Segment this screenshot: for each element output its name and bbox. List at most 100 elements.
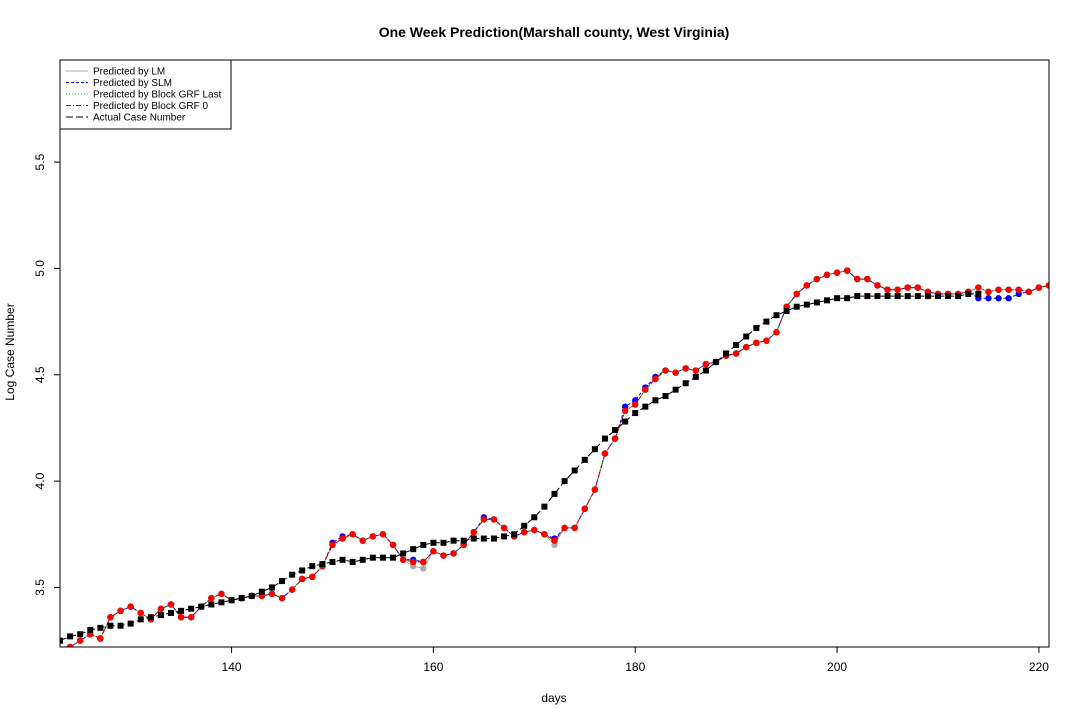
data-point bbox=[147, 614, 154, 621]
data-point bbox=[834, 295, 841, 302]
data-point bbox=[389, 541, 397, 549]
data-point bbox=[400, 550, 407, 557]
data-point bbox=[894, 286, 901, 293]
data-point bbox=[117, 622, 124, 629]
data-point bbox=[218, 590, 225, 598]
data-point bbox=[672, 369, 679, 376]
legend-label: Actual Case Number bbox=[93, 113, 186, 124]
data-point bbox=[1005, 286, 1012, 293]
data-point bbox=[995, 286, 1002, 293]
data-point bbox=[773, 329, 780, 336]
data-point bbox=[1005, 295, 1012, 302]
data-point bbox=[228, 597, 235, 604]
legend-label: Predicted by Block GRF 0 bbox=[93, 101, 208, 112]
data-point bbox=[844, 295, 851, 302]
y-tick-label: 5.0 bbox=[33, 260, 47, 277]
data-point bbox=[77, 631, 84, 638]
data-point bbox=[521, 522, 528, 529]
y-tick-label: 3.5 bbox=[33, 579, 47, 596]
data-point bbox=[430, 539, 437, 546]
data-point bbox=[672, 386, 679, 393]
data-point bbox=[833, 269, 841, 276]
data-point bbox=[682, 380, 689, 387]
data-point bbox=[763, 337, 770, 344]
data-point bbox=[732, 350, 740, 357]
data-point bbox=[541, 503, 548, 510]
data-point bbox=[995, 295, 1002, 302]
series-line-predicted-by-block-grf-0 bbox=[69, 270, 1049, 647]
data-point bbox=[117, 607, 124, 615]
data-point bbox=[440, 539, 447, 546]
data-point bbox=[803, 282, 810, 289]
data-point bbox=[490, 535, 497, 542]
data-point bbox=[854, 275, 861, 283]
data-point bbox=[309, 573, 316, 581]
data-point bbox=[884, 293, 891, 300]
series-layer bbox=[60, 267, 1049, 647]
series-line-predicted-by-slm bbox=[69, 270, 1049, 647]
data-point bbox=[511, 531, 518, 538]
data-point bbox=[420, 558, 427, 566]
data-point bbox=[329, 541, 336, 549]
data-point bbox=[854, 293, 861, 300]
data-point bbox=[349, 558, 356, 565]
data-point bbox=[864, 293, 871, 300]
data-point bbox=[793, 290, 800, 298]
data-point bbox=[955, 293, 962, 300]
data-point bbox=[793, 303, 800, 310]
data-point bbox=[975, 290, 982, 297]
data-point bbox=[632, 401, 639, 408]
data-point bbox=[177, 614, 185, 621]
data-point bbox=[985, 288, 992, 296]
data-point bbox=[97, 624, 104, 631]
plot-border bbox=[59, 59, 1050, 648]
chart-title: One Week Prediction(Marshall county, Wes… bbox=[379, 24, 730, 40]
data-point bbox=[399, 556, 407, 564]
data-point bbox=[864, 275, 871, 283]
data-point bbox=[591, 446, 598, 453]
data-point bbox=[299, 567, 306, 574]
data-point bbox=[379, 554, 386, 561]
data-point bbox=[157, 612, 164, 619]
legend-label: Predicted by Block GRF Last bbox=[93, 90, 222, 101]
data-point bbox=[773, 312, 780, 319]
series-line-predicted-by-lm bbox=[69, 270, 1049, 647]
data-point bbox=[642, 403, 649, 410]
data-point bbox=[894, 293, 901, 300]
data-point bbox=[702, 367, 709, 374]
data-point bbox=[632, 410, 639, 417]
data-point bbox=[611, 435, 619, 442]
data-point bbox=[904, 293, 911, 300]
data-point bbox=[803, 301, 810, 308]
data-point bbox=[329, 558, 336, 565]
data-point bbox=[652, 397, 659, 404]
data-point bbox=[874, 293, 881, 300]
data-point bbox=[349, 531, 356, 538]
y-axis-label: Log Case Number bbox=[3, 303, 17, 400]
data-point bbox=[288, 586, 296, 593]
data-point bbox=[692, 373, 699, 380]
data-point bbox=[904, 284, 911, 291]
data-point bbox=[723, 350, 730, 357]
data-point bbox=[299, 575, 306, 583]
data-point bbox=[561, 524, 568, 532]
data-point bbox=[743, 343, 750, 351]
data-point bbox=[107, 614, 114, 621]
data-point bbox=[66, 643, 74, 647]
data-point bbox=[420, 565, 427, 572]
data-point bbox=[289, 571, 296, 578]
series-predicted-by-block-grf-last bbox=[66, 267, 1049, 647]
x-tick-label: 220 bbox=[1029, 660, 1049, 674]
data-point bbox=[450, 537, 457, 544]
data-point bbox=[470, 535, 477, 542]
data-point bbox=[1035, 284, 1043, 291]
series-line-actual-case-number bbox=[60, 293, 979, 642]
data-point bbox=[662, 367, 669, 374]
data-point bbox=[581, 456, 588, 463]
data-point bbox=[753, 324, 760, 331]
axes-layer: 140 160 180 200 220 3.5 4.0 4.5 5.0 5.5 bbox=[33, 59, 1050, 674]
data-point bbox=[924, 293, 931, 300]
x-tick-label: 180 bbox=[625, 660, 645, 674]
data-point bbox=[127, 620, 134, 627]
